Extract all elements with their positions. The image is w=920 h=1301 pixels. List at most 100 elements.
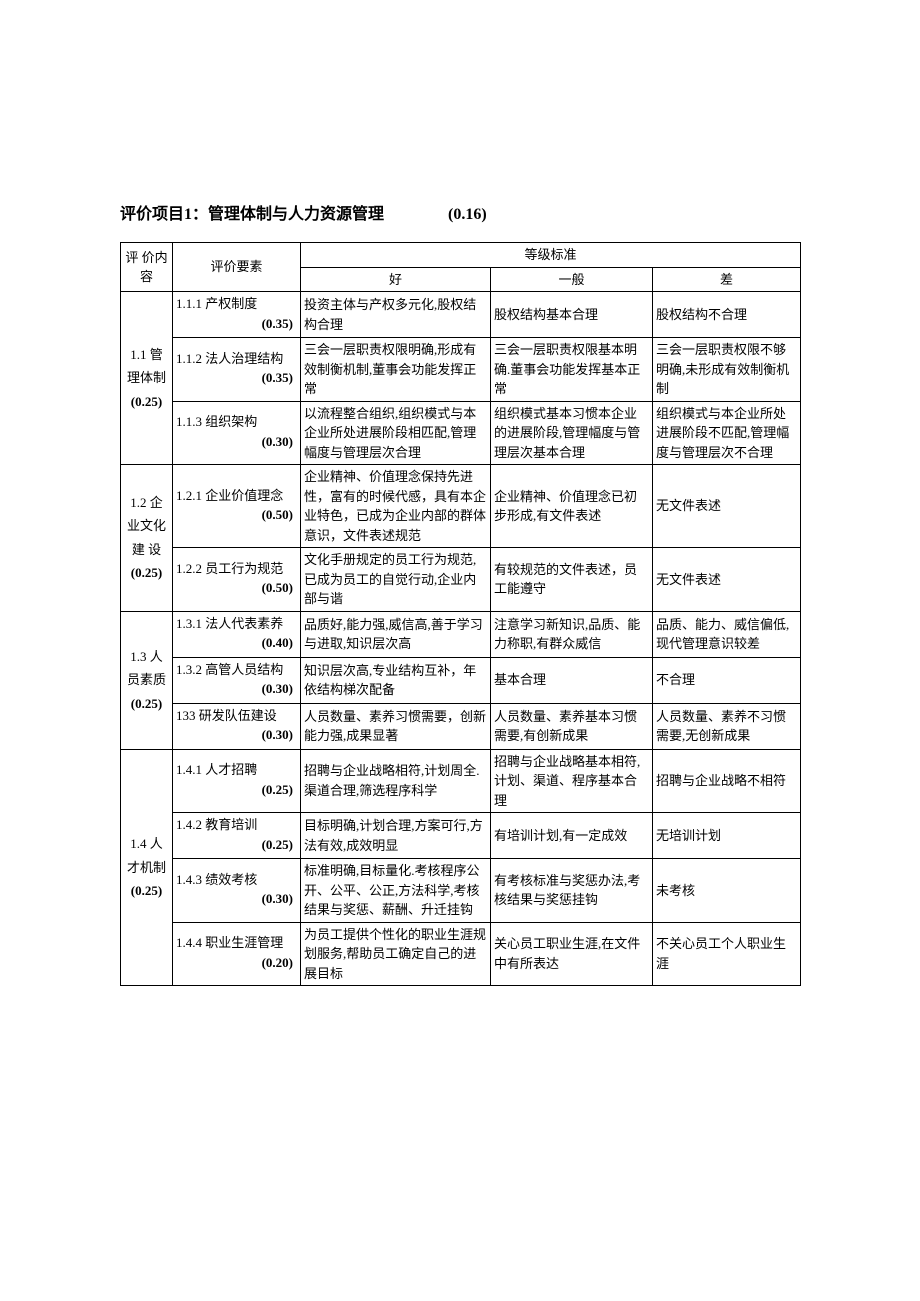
- good-cell: 投资主体与产权多元化,股权结构合理: [301, 292, 491, 338]
- avg-cell: 注意学习新知识,品质、能力称职,有群众威信: [491, 611, 653, 657]
- factor-weight: (0.30): [176, 432, 297, 452]
- table-row: 1.4.4 职业生涯管理(0.20)为员工提供个性化的职业生涯规划服务,帮助员工…: [121, 922, 801, 986]
- title-sep: ：: [192, 206, 208, 223]
- good-cell: 标准明确,目标量化.考核程序公开、公平、公正,方法科学,考核结果与奖惩、薪酬、升…: [301, 859, 491, 923]
- poor-cell: 不关心员工个人职业生涯: [653, 922, 801, 986]
- factor-label: 1.4.3 绩效考核: [176, 870, 297, 890]
- factor-cell: 1.1.1 产权制度(0.35): [173, 292, 301, 338]
- factor-weight: (0.25): [176, 780, 297, 800]
- poor-cell: 人员数量、素养不习惯需要,无创新成果: [653, 703, 801, 749]
- evaluation-table: 评 价内容 评价要素 等级标准 好 一般 差 1.1 管理体制(0.25)1.1…: [120, 242, 801, 986]
- category-cell: 1.2 企业文化建 设(0.25): [121, 465, 173, 612]
- factor-cell: 133 研发队伍建设(0.30): [173, 703, 301, 749]
- factor-label: 1.3.1 法人代表素养: [176, 614, 297, 634]
- category-label: 1.1 管理体制: [124, 343, 169, 390]
- page-title: 评价项目1：管理体制与人力资源管理 (0.16): [120, 200, 800, 224]
- factor-label: 1.2.2 员工行为规范: [176, 559, 297, 579]
- factor-weight: (0.25): [176, 835, 297, 855]
- factor-weight: (0.40): [176, 633, 297, 653]
- avg-cell: 招聘与企业战略基本相符,计划、渠道、程序基本合理: [491, 749, 653, 813]
- factor-label: 1.4.2 教育培训: [176, 815, 297, 835]
- category-weight: (0.25): [124, 390, 169, 413]
- header-poor: 差: [653, 267, 801, 292]
- good-cell: 招聘与企业战略相符,计划周全.渠道合理,筛选程序科学: [301, 749, 491, 813]
- table-row: 133 研发队伍建设(0.30)人员数量、素养习惯需要，创新能力强,成果显著人员…: [121, 703, 801, 749]
- poor-cell: 无文件表述: [653, 548, 801, 612]
- category-cell: 1.4 人才机制(0.25): [121, 749, 173, 986]
- factor-label: 1.2.1 企业价值理念: [176, 486, 297, 506]
- header-row-1: 评 价内容 评价要素 等级标准: [121, 243, 801, 268]
- table-row: 1.1.2 法人治理结构(0.35)三会一层职责权限明确,形成有效制衡机制,董事…: [121, 338, 801, 402]
- header-content: 评 价内容: [121, 243, 173, 292]
- avg-cell: 企业精神、价值理念已初步形成,有文件表述: [491, 465, 653, 548]
- category-cell: 1.3 人员素质(0.25): [121, 611, 173, 749]
- table-row: 1.3.2 高管人员结构(0.30)知识层次高,专业结构互补，年依结构梯次配备基…: [121, 657, 801, 703]
- factor-weight: (0.35): [176, 368, 297, 388]
- good-cell: 人员数量、素养习惯需要，创新能力强,成果显著: [301, 703, 491, 749]
- factor-cell: 1.4.2 教育培训(0.25): [173, 813, 301, 859]
- factor-cell: 1.4.1 人才招聘(0.25): [173, 749, 301, 813]
- avg-cell: 人员数量、素养基本习惯需要,有创新成果: [491, 703, 653, 749]
- table-row: 1.4 人才机制(0.25)1.4.1 人才招聘(0.25)招聘与企业战略相符,…: [121, 749, 801, 813]
- category-label: 1.3 人员素质: [124, 645, 169, 692]
- avg-cell: 基本合理: [491, 657, 653, 703]
- factor-cell: 1.4.3 绩效考核(0.30): [173, 859, 301, 923]
- avg-cell: 组织模式基本习惯本企业的进展阶段,管理幅度与管理层次基本合理: [491, 401, 653, 465]
- poor-cell: 品质、能力、威信偏低,现代管理意识较差: [653, 611, 801, 657]
- category-weight: (0.25): [124, 561, 169, 584]
- header-factor: 评价要素: [173, 243, 301, 292]
- factor-label: 1.1.1 产权制度: [176, 294, 297, 314]
- avg-cell: 三会一层职责权限基本明确.董事会功能发挥基本正常: [491, 338, 653, 402]
- avg-cell: 有较规范的文件表述，员工能遵守: [491, 548, 653, 612]
- poor-cell: 组织模式与本企业所处进展阶段不匹配,管理幅度与管理层次不合理: [653, 401, 801, 465]
- title-prefix: 评价项目: [120, 206, 184, 223]
- avg-cell: 有考核标准与奖惩办法,考核结果与奖惩挂钩: [491, 859, 653, 923]
- factor-cell: 1.1.2 法人治理结构(0.35): [173, 338, 301, 402]
- factor-weight: (0.50): [176, 505, 297, 525]
- table-row: 1.1.3 组织架构(0.30)以流程整合组织,组织模式与本企业所处进展阶段相匹…: [121, 401, 801, 465]
- header-levels: 等级标准: [301, 243, 801, 268]
- factor-cell: 1.2.1 企业价值理念(0.50): [173, 465, 301, 548]
- table-row: 1.4.2 教育培训(0.25)目标明确,计划合理,方案可行,方法有效,成效明显…: [121, 813, 801, 859]
- title-text: 管理体制与人力资源管理: [208, 206, 384, 223]
- category-weight: (0.25): [124, 692, 169, 715]
- header-avg: 一般: [491, 267, 653, 292]
- category-weight: (0.25): [124, 879, 169, 902]
- poor-cell: 未考核: [653, 859, 801, 923]
- factor-weight: (0.30): [176, 889, 297, 909]
- good-cell: 三会一层职责权限明确,形成有效制衡机制,董事会功能发挥正常: [301, 338, 491, 402]
- table-row: 1.4.3 绩效考核(0.30)标准明确,目标量化.考核程序公开、公平、公正,方…: [121, 859, 801, 923]
- factor-weight: (0.30): [176, 679, 297, 699]
- avg-cell: 股权结构基本合理: [491, 292, 653, 338]
- factor-weight: (0.30): [176, 725, 297, 745]
- factor-weight: (0.20): [176, 953, 297, 973]
- avg-cell: 关心员工职业生涯,在文件中有所表达: [491, 922, 653, 986]
- table-row: 1.1 管理体制(0.25)1.1.1 产权制度(0.35)投资主体与产权多元化…: [121, 292, 801, 338]
- table-row: 1.2.2 员工行为规范(0.50)文化手册规定的员工行为规范,已成为员工的自觉…: [121, 548, 801, 612]
- factor-label: 1.1.2 法人治理结构: [176, 349, 297, 369]
- poor-cell: 无文件表述: [653, 465, 801, 548]
- good-cell: 以流程整合组织,组织模式与本企业所处进展阶段相匹配,管理幅度与管理层次合理: [301, 401, 491, 465]
- factor-cell: 1.2.2 员工行为规范(0.50): [173, 548, 301, 612]
- factor-weight: (0.50): [176, 578, 297, 598]
- factor-label: 1.3.2 高管人员结构: [176, 660, 297, 680]
- poor-cell: 无培训计划: [653, 813, 801, 859]
- category-label: 1.4 人才机制: [124, 832, 169, 879]
- good-cell: 企业精神、价值理念保持先进性，富有的时候代感，具有本企业特色，已成为企业内部的群…: [301, 465, 491, 548]
- good-cell: 品质好,能力强,威信高,善于学习与进取,知识层次高: [301, 611, 491, 657]
- category-cell: 1.1 管理体制(0.25): [121, 292, 173, 465]
- factor-label: 1.4.1 人才招聘: [176, 760, 297, 780]
- header-good: 好: [301, 267, 491, 292]
- poor-cell: 三会一层职责权限不够明确,未形成有效制衡机制: [653, 338, 801, 402]
- poor-cell: 不合理: [653, 657, 801, 703]
- table-row: 1.2 企业文化建 设(0.25)1.2.1 企业价值理念(0.50)企业精神、…: [121, 465, 801, 548]
- good-cell: 目标明确,计划合理,方案可行,方法有效,成效明显: [301, 813, 491, 859]
- good-cell: 为员工提供个性化的职业生涯规划服务,帮助员工确定自己的进展目标: [301, 922, 491, 986]
- factor-cell: 1.3.1 法人代表素养(0.40): [173, 611, 301, 657]
- table-row: 1.3 人员素质(0.25)1.3.1 法人代表素养(0.40)品质好,能力强,…: [121, 611, 801, 657]
- factor-cell: 1.3.2 高管人员结构(0.30): [173, 657, 301, 703]
- factor-label: 133 研发队伍建设: [176, 706, 297, 726]
- avg-cell: 有培训计划,有一定成效: [491, 813, 653, 859]
- title-number: 1: [184, 206, 192, 223]
- factor-cell: 1.1.3 组织架构(0.30): [173, 401, 301, 465]
